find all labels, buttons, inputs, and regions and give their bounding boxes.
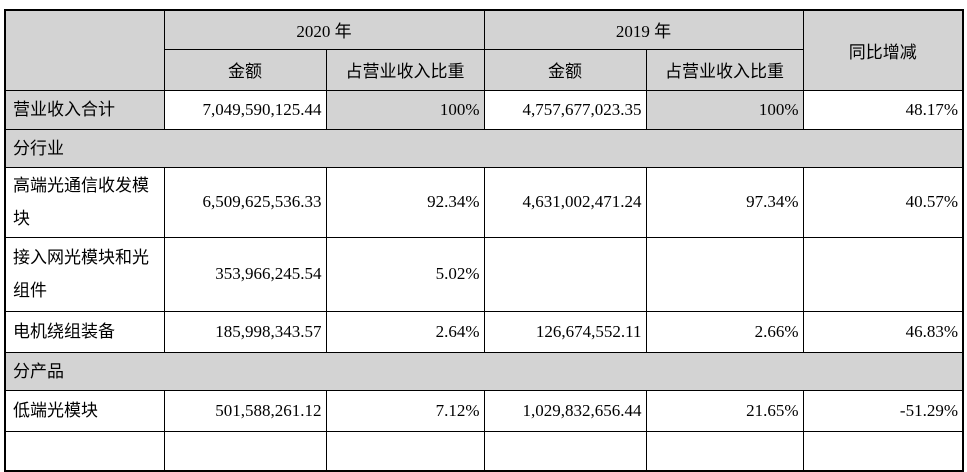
revenue-breakdown-table: 2020 年 2019 年 同比增减 金额 占营业收入比重 金额 占营业收入比重… bbox=[4, 9, 964, 472]
table-row-motor-winding-equipment: 电机绕组装备 185,998,343.57 2.64% 126,674,552.… bbox=[4, 310, 964, 353]
stub-cell bbox=[483, 430, 647, 472]
yoy-header: 同比增减 bbox=[802, 9, 964, 91]
stub-cell bbox=[645, 430, 804, 472]
share-2020-cell: 2.64% bbox=[325, 310, 485, 353]
section-row-by-industry: 分行业 bbox=[4, 128, 964, 168]
share-2020-header: 占营业收入比重 bbox=[325, 48, 485, 91]
share-2019-cell: 100% bbox=[645, 89, 804, 130]
header-row-years: 2020 年 2019 年 同比增减 bbox=[4, 9, 964, 91]
share-2020-cell: 7.12% bbox=[325, 389, 485, 432]
share-2019-cell: 2.66% bbox=[645, 310, 804, 353]
amount-2020-cell: 6,509,625,536.33 bbox=[163, 166, 327, 238]
row-label-cell: 低端光模块 bbox=[4, 389, 165, 432]
row-label-cell: 接入网光模块和光组件 bbox=[4, 236, 165, 312]
yoy-cell: 48.17% bbox=[802, 89, 964, 130]
amount-2020-cell: 501,588,261.12 bbox=[163, 389, 327, 432]
share-2019-cell: 21.65% bbox=[645, 389, 804, 432]
amount-2019-cell: 126,674,552.11 bbox=[483, 310, 647, 353]
table-row-highend-optical: 高端光通信收发模块 6,509,625,536.33 92.34% 4,631,… bbox=[4, 166, 964, 238]
stub-cell bbox=[325, 430, 485, 472]
amount-2019-cell bbox=[483, 236, 647, 312]
amount-2019-cell: 4,757,677,023.35 bbox=[483, 89, 647, 130]
stub-cell bbox=[163, 430, 327, 472]
amount-2020-cell: 185,998,343.57 bbox=[163, 310, 327, 353]
row-label-cell: 高端光通信收发模块 bbox=[4, 166, 165, 238]
stub-cell bbox=[4, 430, 165, 472]
share-2019-cell bbox=[645, 236, 804, 312]
amount-2019-cell: 4,631,002,471.24 bbox=[483, 166, 647, 238]
section-label-cell: 分行业 bbox=[4, 128, 964, 168]
amount-2019-cell: 1,029,832,656.44 bbox=[483, 389, 647, 432]
year-2020-header: 2020 年 bbox=[163, 9, 485, 50]
yoy-cell bbox=[802, 236, 964, 312]
table-row-access-network-modules: 接入网光模块和光组件 353,966,245.54 5.02% bbox=[4, 236, 964, 312]
stub-cell bbox=[802, 430, 964, 472]
amount-2019-header: 金额 bbox=[483, 48, 647, 91]
yoy-cell: 46.83% bbox=[802, 310, 964, 353]
share-2019-header: 占营业收入比重 bbox=[645, 48, 804, 91]
row-label-cell: 营业收入合计 bbox=[4, 89, 165, 130]
share-2020-cell: 5.02% bbox=[325, 236, 485, 312]
amount-2020-cell: 353,966,245.54 bbox=[163, 236, 327, 312]
share-2019-cell: 97.34% bbox=[645, 166, 804, 238]
row-label-cell: 电机绕组装备 bbox=[4, 310, 165, 353]
amount-2020-cell: 7,049,590,125.44 bbox=[163, 89, 327, 130]
table-row-lowend-optical-modules: 低端光模块 501,588,261.12 7.12% 1,029,832,656… bbox=[4, 389, 964, 432]
header-row-metrics: 金额 占营业收入比重 金额 占营业收入比重 bbox=[5, 48, 963, 91]
share-2020-cell: 100% bbox=[325, 89, 485, 130]
share-2020-cell: 92.34% bbox=[325, 166, 485, 238]
year-2019-header: 2019 年 bbox=[483, 9, 804, 50]
yoy-cell: -51.29% bbox=[802, 389, 964, 432]
section-row-by-product: 分产品 bbox=[4, 351, 964, 391]
yoy-cell: 40.57% bbox=[802, 166, 964, 238]
amount-2020-header: 金额 bbox=[163, 48, 327, 91]
table-row-total-revenue: 营业收入合计 7,049,590,125.44 100% 4,757,677,0… bbox=[4, 89, 964, 130]
table-row-clipped-stub bbox=[4, 430, 964, 472]
section-label-cell: 分产品 bbox=[4, 351, 964, 391]
corner-cell bbox=[4, 9, 165, 91]
